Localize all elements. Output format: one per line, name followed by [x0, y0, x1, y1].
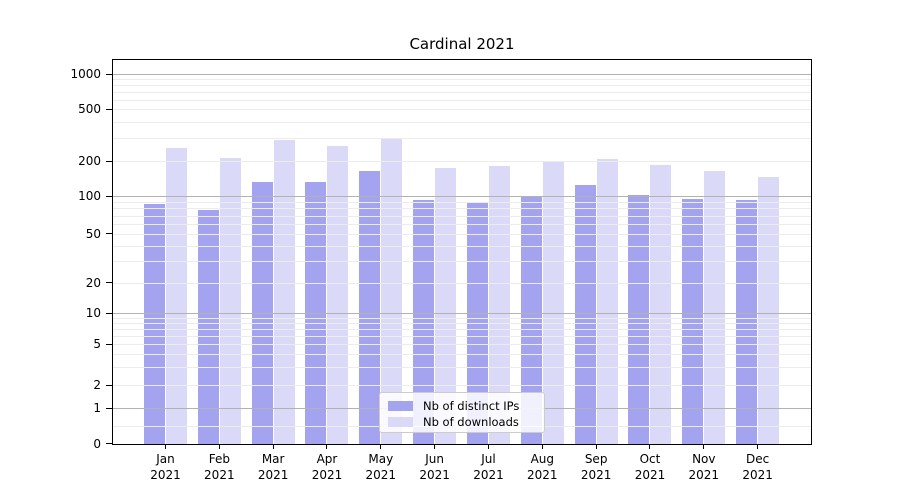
grid-line-minor [113, 202, 811, 203]
y-tick-label: 0 [93, 436, 101, 451]
bar-distinct-ips-nov [682, 199, 704, 444]
grid-line-minor [113, 100, 811, 101]
legend-label-downloads: Nb of downloads [423, 414, 519, 429]
y-tick [106, 282, 113, 284]
x-tick-label-mar: Mar 2021 [257, 452, 289, 482]
grid-line-minor [113, 344, 811, 345]
legend-swatch-downloads [388, 416, 413, 427]
y-tick [106, 443, 113, 444]
x-tick-label-sep: Sep 2021 [580, 452, 612, 482]
legend-swatch-distinct-ips [388, 400, 413, 411]
x-tick [165, 444, 166, 449]
grid-line-minor [113, 329, 811, 330]
grid-line-minor [113, 216, 811, 217]
grid-line-minor [113, 318, 811, 319]
y-tick-label: 50 [85, 226, 101, 241]
y-tick [106, 343, 113, 345]
grid-line-major [113, 313, 811, 314]
chart-title: Cardinal 2021 [409, 35, 515, 53]
grid-line-minor [113, 367, 811, 368]
x-tick-label-jul: Jul 2021 [473, 452, 504, 482]
y-tick [106, 73, 113, 75]
grid-line-minor [113, 122, 811, 123]
grid-line-minor [113, 79, 811, 80]
y-tick [106, 233, 113, 235]
y-tick-label: 200 [78, 154, 101, 168]
grid-line-minor [113, 323, 811, 324]
x-tick [326, 444, 328, 449]
grid-line-minor [113, 208, 811, 209]
x-tick-label-aug: Aug 2021 [527, 452, 558, 482]
plot-area [112, 59, 812, 445]
grid-line-minor [113, 92, 811, 93]
bar-downloads-jan [166, 147, 187, 444]
legend-item-distinct-ips: Nb of distinct IPs [388, 398, 536, 413]
x-tick [703, 444, 705, 449]
y-tick-label: 1 [93, 401, 101, 415]
y-tick-label: 10 [85, 306, 101, 320]
y-tick-label: 1000 [70, 67, 101, 81]
legend: Nb of distinct IPs Nb of downloads [379, 392, 545, 433]
grid-line-minor [113, 138, 811, 139]
grid-line-minor [113, 261, 811, 262]
x-tick [595, 444, 597, 449]
y-tick-label: 5 [93, 337, 101, 351]
grid-line-minor [113, 161, 811, 162]
bar-downloads-jun [435, 168, 457, 444]
y-tick [106, 407, 113, 409]
bar-distinct-ips-sep [574, 184, 596, 444]
bar-downloads-dec [758, 176, 780, 444]
x-tick-label-jun: Jun 2021 [419, 452, 450, 482]
x-tick [380, 444, 382, 449]
grid-line-minor [113, 246, 811, 247]
grid-line-major [113, 196, 811, 197]
x-tick [434, 444, 436, 449]
y-tick [106, 312, 113, 314]
y-tick-label: 20 [85, 275, 101, 290]
grid-line-minor [113, 385, 811, 386]
y-tick-label: 500 [78, 102, 101, 116]
y-tick-label: 100 [78, 189, 101, 204]
x-tick [649, 444, 651, 449]
x-tick-label-nov: Nov 2021 [688, 452, 720, 482]
x-tick [272, 444, 274, 449]
bar-distinct-ips-may [359, 170, 381, 444]
bar-distinct-ips-apr [305, 181, 327, 444]
legend-item-downloads: Nb of downloads [388, 414, 536, 429]
x-tick-label-apr: Apr 2021 [311, 452, 343, 482]
bar-downloads-aug [542, 161, 564, 444]
grid-line-minor [113, 109, 811, 110]
bar-downloads-apr [327, 145, 349, 444]
legend-label-distinct-ips: Nb of distinct IPs [423, 398, 520, 413]
bar-downloads-jul [488, 166, 510, 444]
y-tick [106, 384, 113, 386]
grid-line-minor [113, 234, 811, 235]
y-tick [106, 195, 113, 197]
x-tick [541, 444, 543, 449]
x-tick [757, 444, 759, 449]
x-tick-label-feb: Feb 2021 [204, 452, 235, 482]
grid-line-minor [113, 85, 811, 86]
x-tick-label-jan: Jan 2021 [150, 452, 181, 482]
grid-line-minor [113, 224, 811, 225]
grid-line-minor [113, 283, 811, 284]
y-tick [106, 108, 113, 110]
bar-downloads-nov [704, 170, 726, 444]
grid-line-minor [113, 354, 811, 355]
x-tick-label-may: May 2021 [365, 452, 397, 482]
grid-line-major [113, 74, 811, 75]
x-tick-label-oct: Oct 2021 [634, 452, 666, 482]
bar-distinct-ips-oct [628, 194, 650, 444]
bar-downloads-feb [219, 158, 241, 444]
x-tick [487, 444, 489, 449]
x-tick-label-dec: Dec 2021 [742, 452, 773, 482]
x-tick [218, 444, 220, 449]
y-tick [106, 160, 113, 162]
bar-downloads-sep [596, 159, 618, 444]
bar-distinct-ips-aug [520, 196, 542, 444]
y-tick-label: 2 [93, 378, 101, 393]
grid-layer [113, 60, 811, 444]
grid-line-minor [113, 336, 811, 337]
